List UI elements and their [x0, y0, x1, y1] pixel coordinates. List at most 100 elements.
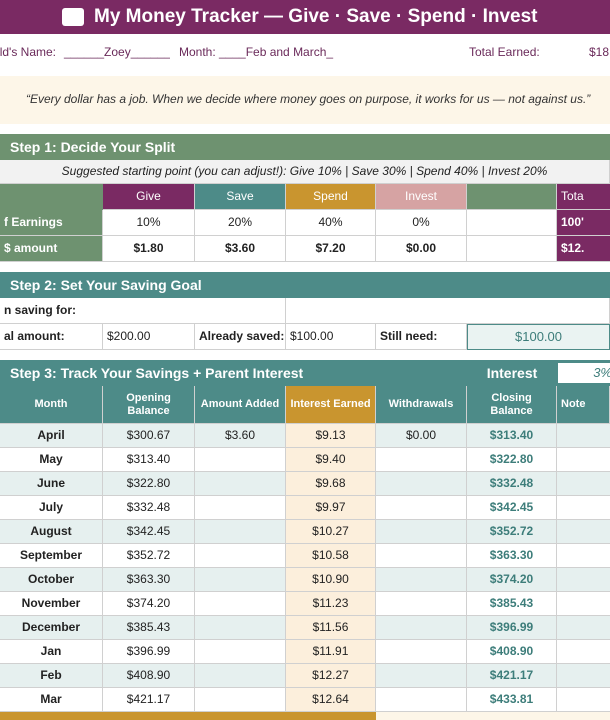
cell — [0, 184, 103, 210]
row-label: f Earnings — [0, 210, 103, 236]
table-cell — [195, 664, 286, 688]
table-cell — [195, 592, 286, 616]
cell — [557, 688, 610, 712]
cell — [467, 184, 557, 210]
table-cell — [376, 640, 467, 664]
column-header: Withdrawals — [376, 386, 467, 424]
info-field: Total Earned: — [469, 45, 540, 60]
cell — [557, 664, 610, 688]
cell — [557, 616, 610, 640]
split-cell: 10% — [103, 210, 195, 236]
title: My Money Tracker — Give · Save · Spend ·… — [94, 6, 538, 28]
table-cell: $313.40 — [467, 424, 557, 448]
split-cell: $3.60 — [195, 236, 286, 262]
table-cell — [376, 568, 467, 592]
table-cell: $363.30 — [103, 568, 195, 592]
table-cell — [376, 472, 467, 496]
table-cell: $3.60 — [195, 424, 286, 448]
table-cell — [376, 448, 467, 472]
table-cell: $421.17 — [103, 688, 195, 712]
table-cell: September — [0, 544, 103, 568]
icon — [62, 8, 84, 26]
table-cell: $12.27 — [286, 664, 376, 688]
table-cell: April — [0, 424, 103, 448]
table-cell: Jan — [0, 640, 103, 664]
label: Still need: — [376, 324, 467, 350]
table-cell: $374.20 — [467, 568, 557, 592]
info-field: ____Feb and March_ — [219, 45, 334, 60]
table-cell: $313.40 — [103, 448, 195, 472]
table-cell — [195, 448, 286, 472]
quote: “Every dollar has a job. When we decide … — [0, 76, 610, 124]
title-bar — [0, 0, 610, 34]
table-cell: October — [0, 568, 103, 592]
cell — [467, 236, 557, 262]
table-cell: $396.99 — [103, 640, 195, 664]
table-cell — [376, 592, 467, 616]
label: al amount: — [0, 324, 103, 350]
total-cell: 100' — [557, 210, 610, 236]
info-field: $18 — [589, 45, 610, 60]
section-header: Step 2: Set Your Saving Goal — [0, 272, 610, 298]
cell — [557, 520, 610, 544]
cell — [286, 298, 610, 324]
table-cell — [195, 568, 286, 592]
column-header: Amount Added — [195, 386, 286, 424]
info-field: ______Zoey______ — [64, 45, 170, 60]
value: $100.00 — [286, 324, 376, 350]
info-field: ld's Name: — [0, 45, 56, 60]
column-header: Interest Earned — [286, 386, 376, 424]
suggestion: Suggested starting point (you can adjust… — [0, 160, 610, 184]
table-cell: $421.17 — [467, 664, 557, 688]
table-cell: $332.48 — [103, 496, 195, 520]
split-cell: 40% — [286, 210, 376, 236]
value: $200.00 — [103, 324, 195, 350]
table-cell: $10.90 — [286, 568, 376, 592]
label: n saving for: — [0, 298, 286, 324]
table-cell: December — [0, 616, 103, 640]
table-cell — [376, 496, 467, 520]
footer-band — [0, 712, 376, 720]
table-cell: $300.67 — [103, 424, 195, 448]
label: Already saved: — [195, 324, 286, 350]
total-cell: $12. — [557, 236, 610, 262]
table-cell — [376, 616, 467, 640]
table-cell: $11.23 — [286, 592, 376, 616]
footer-band — [376, 712, 610, 720]
table-cell — [195, 544, 286, 568]
interest-rate: 3% — [557, 362, 610, 384]
table-cell — [376, 544, 467, 568]
table-cell — [195, 496, 286, 520]
table-cell: $10.58 — [286, 544, 376, 568]
table-cell: $342.45 — [467, 496, 557, 520]
section-header: Step 3: Track Your Savings + Parent Inte… — [0, 360, 610, 386]
table-cell — [376, 520, 467, 544]
table-cell: $363.30 — [467, 544, 557, 568]
table-cell: $9.40 — [286, 448, 376, 472]
table-cell: $11.91 — [286, 640, 376, 664]
table-cell — [376, 688, 467, 712]
table-cell: Mar — [0, 688, 103, 712]
section-header: Step 1: Decide Your Split — [0, 134, 610, 160]
column-header: Closing Balance — [467, 386, 557, 424]
table-cell: July — [0, 496, 103, 520]
table-cell: $11.56 — [286, 616, 376, 640]
table-cell: $322.80 — [467, 448, 557, 472]
table-cell — [376, 664, 467, 688]
column-header: Save — [195, 184, 286, 210]
table-cell: Feb — [0, 664, 103, 688]
table-cell: $374.20 — [103, 592, 195, 616]
split-cell: $7.20 — [286, 236, 376, 262]
column-header: Opening Balance — [103, 386, 195, 424]
cell — [557, 592, 610, 616]
interest-label: Interest — [486, 364, 538, 381]
cell — [557, 424, 610, 448]
column-header: Month — [0, 386, 103, 424]
column-header: Spend — [286, 184, 376, 210]
table-cell — [195, 688, 286, 712]
column-header: Invest — [376, 184, 467, 210]
column-header: Give — [103, 184, 195, 210]
still-need: $100.00 — [467, 324, 610, 350]
table-cell: $408.90 — [467, 640, 557, 664]
table-cell: $396.99 — [467, 616, 557, 640]
